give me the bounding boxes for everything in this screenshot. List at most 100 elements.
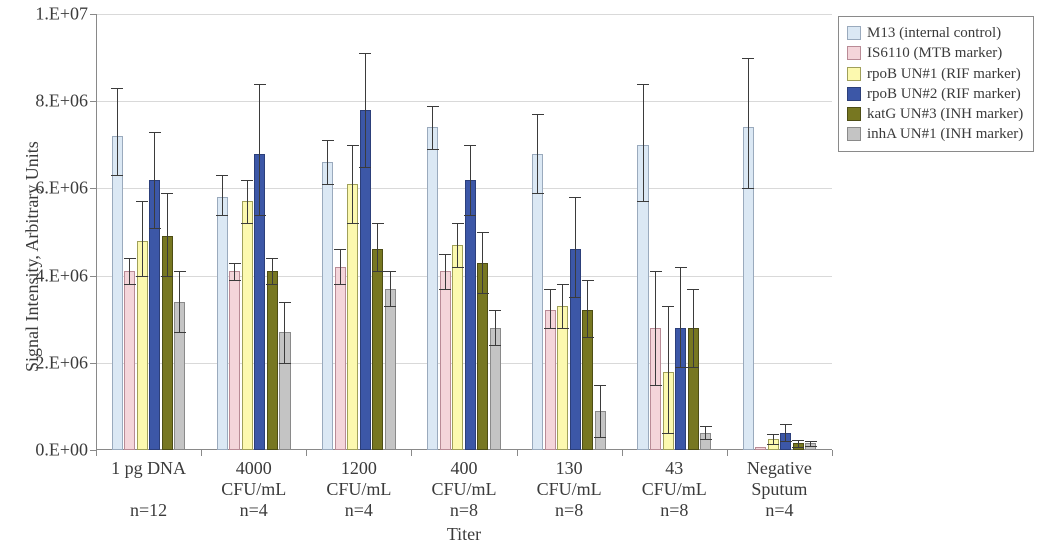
error-bar [284,302,285,363]
error-cap [161,276,173,277]
error-bar [785,424,786,441]
error-cap [662,306,674,307]
error-cap [594,385,606,386]
error-cap [427,106,439,107]
bar [452,245,463,450]
error-cap [322,184,334,185]
legend-item: katG UN#3 (INH marker) [847,104,1023,124]
error-bar [327,140,328,184]
x-tick-label-line: 43 [622,458,727,479]
x-tick-label-line: n=8 [622,500,727,521]
x-tick-label-line: n=4 [727,500,832,521]
legend-item: inhA UN#1 (INH marker) [847,124,1023,144]
legend-label: rpoB UN#2 (RIF marker) [867,84,1021,104]
error-cap [124,284,136,285]
error-cap [569,197,581,198]
x-tick-mark [201,450,202,456]
x-tick-label-line: 130 [517,458,622,479]
x-tick-label-line: n=4 [201,500,306,521]
bar [545,310,556,450]
legend-item: rpoB UN#2 (RIF marker) [847,84,1023,104]
legend-label: M13 (internal control) [867,23,1001,43]
error-cap [792,447,804,448]
x-tick-mark [411,450,412,456]
legend-label: katG UN#3 (INH marker) [867,104,1023,124]
plot-area: 0.E+002.E+064.E+066.E+068.E+061.E+07 [96,14,832,450]
error-bar [773,434,774,444]
error-cap [111,88,123,89]
error-cap [372,271,384,272]
error-cap [266,258,278,259]
bar [427,127,438,450]
error-cap [780,424,792,425]
x-tick-label-line: CFU/mL [201,479,306,500]
x-tick-label: 1 pg DNA n=12 [96,458,201,521]
bar [440,271,451,450]
error-bar [272,258,273,284]
error-cap [637,84,649,85]
error-bar [495,310,496,345]
error-cap [582,280,594,281]
x-tick-label-line: 1 pg DNA [96,458,201,479]
x-tick-label: 130CFU/mLn=8 [517,458,622,521]
error-cap [229,263,241,264]
bar [112,136,123,450]
x-tick-label-line: Sputum [727,479,832,500]
error-bar [643,84,644,202]
error-cap [229,280,241,281]
error-cap [174,332,186,333]
error-bar [693,289,694,367]
error-cap [149,228,161,229]
bar [755,447,766,450]
x-tick-label: 4000CFU/mLn=4 [201,458,306,521]
error-cap [594,437,606,438]
error-cap [124,258,136,259]
x-tick-label: NegativeSputumn=4 [727,458,832,521]
x-tick-mark [622,450,623,456]
error-cap [372,223,384,224]
error-cap [805,446,817,447]
error-bar [222,175,223,214]
bar [267,271,278,450]
error-cap [582,337,594,338]
error-bar [537,114,538,192]
error-cap [216,175,228,176]
y-tick-label: 8.E+06 [35,91,96,112]
y-tick-label: 2.E+06 [35,352,96,373]
error-bar [680,267,681,367]
x-tick-label-line: CFU/mL [517,479,622,500]
x-tick-label-line: CFU/mL [411,479,516,500]
error-cap [241,180,253,181]
gridline [96,14,832,15]
x-tick-label-line: CFU/mL [306,479,411,500]
error-cap [464,215,476,216]
bar [385,289,396,450]
legend-label: IS6110 (MTB marker) [867,43,1002,63]
error-cap [439,254,451,255]
bar [242,201,253,450]
error-cap [149,132,161,133]
bar [124,271,135,450]
x-axis-label: Titer [96,524,832,545]
error-cap [254,84,266,85]
error-cap [569,297,581,298]
legend-label: inhA UN#1 (INH marker) [867,124,1023,144]
error-cap [662,433,674,434]
error-cap [174,271,186,272]
error-cap [279,302,291,303]
error-cap [557,284,569,285]
error-bar [259,84,260,215]
error-bar [142,201,143,275]
error-cap [687,367,699,368]
error-cap [805,441,817,442]
legend-swatch [847,67,861,81]
error-bar [562,284,563,328]
legend-item: rpoB UN#1 (RIF marker) [847,64,1023,84]
error-cap [452,223,464,224]
error-bar [655,271,656,384]
gridline [96,101,832,102]
x-tick-label-line: n=12 [96,500,201,521]
error-cap [254,215,266,216]
error-cap [675,367,687,368]
error-bar [179,271,180,332]
